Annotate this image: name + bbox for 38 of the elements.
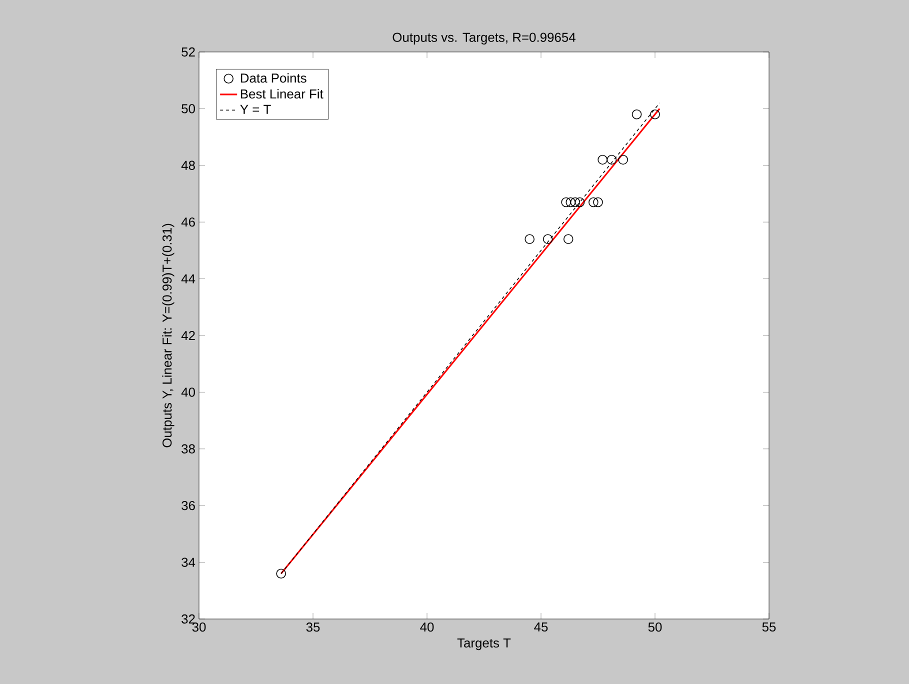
y-tick-label: 52 [182,47,195,57]
point [563,234,574,244]
point [542,234,553,244]
x-tick-label: 40 [420,622,434,632]
y-tick-label: 34 [182,558,196,567]
x-tick-label: 50 [648,622,662,632]
point [276,568,286,579]
point [650,109,660,120]
x-axis-title: Targets T [457,638,511,650]
point [618,154,628,165]
point [570,197,580,208]
y-tick-label: 38 [182,444,195,454]
point [588,197,598,208]
legend-label: Best Linear Fit [240,89,324,99]
point [598,154,608,165]
point [574,197,585,208]
x-tick-label: 35 [306,622,320,632]
legend-label: Y = T [240,104,271,114]
x-tick-label: 45 [534,622,548,632]
point [632,109,642,120]
legend-label: Data Points [240,73,306,83]
y-tick-label: 42 [181,330,195,340]
y-tick-label: 48 [181,160,195,170]
point [561,197,571,208]
x-tick-label: 55 [762,622,776,632]
chart-title: Outputs vs. Targets, R=0.99654 [392,32,576,44]
y-tick-label: 36 [182,500,195,510]
point [566,197,576,208]
y-tick-label: 40 [181,388,195,397]
y-tick-label: 50 [182,104,195,114]
y-tick-label: 32 [182,614,195,624]
point [606,154,617,165]
y-tick-label: 46 [181,217,195,227]
point [524,234,535,244]
y-tick-label: 44 [181,274,196,284]
x-tick-label: 30 [192,622,206,632]
y-axis-title: Outputs Y, Linear Fit: Y=(0.99)T+(0.31) [162,224,174,448]
point [593,197,603,208]
